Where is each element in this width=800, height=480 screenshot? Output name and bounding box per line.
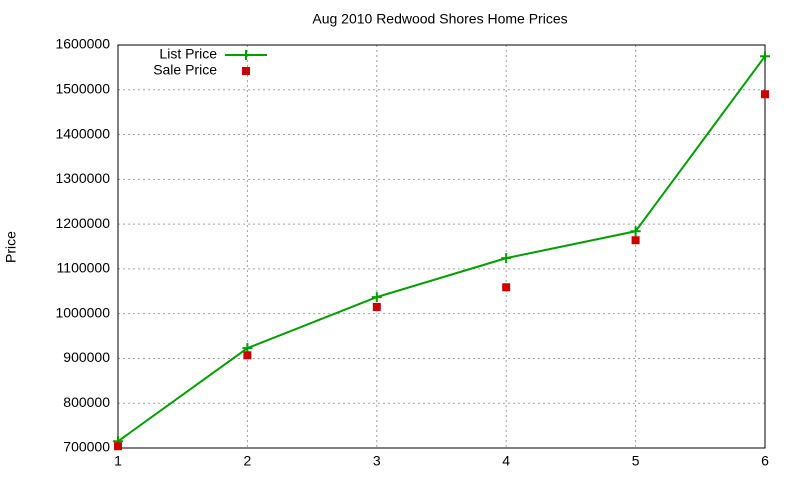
y-tick-label: 1400000 [55, 125, 110, 141]
y-tick-label: 1300000 [55, 170, 110, 186]
point [371, 292, 382, 303]
y-tick-label: 1200000 [55, 215, 110, 231]
y-tick-label: 1500000 [55, 80, 110, 96]
point [760, 51, 770, 62]
y-tick-label: 1600000 [55, 36, 110, 52]
legend-label: Sale Price [153, 62, 217, 78]
x-tick-label: 5 [632, 453, 640, 469]
point [630, 226, 641, 237]
point [502, 283, 511, 292]
x-tick-label: 1 [114, 453, 122, 469]
point [501, 253, 512, 264]
plot-border [117, 44, 766, 449]
y-tick-label: 700000 [63, 439, 110, 455]
point [243, 351, 252, 360]
x-tick-label: 2 [244, 453, 252, 469]
point [761, 90, 769, 99]
point [372, 302, 381, 311]
y-tick-label: 900000 [63, 349, 110, 365]
x-tick-label: 4 [502, 453, 510, 469]
legend-marker [242, 67, 250, 75]
x-tick-label: 6 [761, 453, 769, 469]
chart-title: Aug 2010 Redwood Shores Home Prices [312, 11, 567, 27]
x-tick-label: 3 [373, 453, 381, 469]
y-tick-label: 1100000 [57, 260, 111, 276]
y-tick-label: 1000000 [55, 304, 110, 320]
y-axis-label: Price [3, 231, 19, 263]
point [631, 236, 640, 245]
legend-label: List Price [159, 46, 217, 62]
legend-marker [241, 50, 251, 60]
series-line [117, 55, 766, 443]
y-tick-label: 800000 [63, 394, 110, 410]
point [114, 442, 122, 451]
